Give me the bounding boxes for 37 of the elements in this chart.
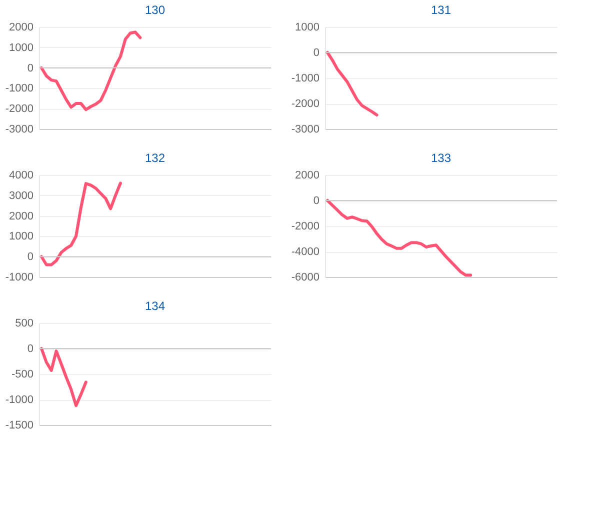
y-tick-label: -2000 — [5, 103, 34, 116]
y-tick-label: -4000 — [291, 246, 320, 258]
y-tick-label: 0 — [313, 195, 320, 207]
y-tick-label: 0 — [27, 343, 34, 355]
chart-title: 132 — [144, 151, 166, 165]
y-tick-label: 1000 — [295, 22, 320, 34]
y-tick-label: 2000 — [9, 22, 34, 34]
y-tick-label: 1000 — [9, 42, 34, 54]
y-tick-label: -3000 — [5, 124, 34, 136]
y-tick-label: -2000 — [291, 220, 320, 232]
chart-title: 130 — [144, 3, 166, 17]
y-tick-label: -1000 — [5, 82, 34, 95]
line-series — [40, 347, 88, 408]
y-tick-label: 2000 — [295, 170, 320, 182]
line-series — [326, 51, 378, 116]
y-tick-label: -500 — [11, 368, 34, 380]
y-tick-label: -1000 — [291, 72, 320, 84]
y-tick-label: -1000 — [5, 272, 34, 284]
y-tick-label: 4000 — [9, 170, 34, 182]
y-tick-label: -6000 — [291, 272, 320, 284]
y-tick-label: -3000 — [291, 124, 320, 136]
line-series — [40, 30, 142, 112]
chart-title: 134 — [144, 299, 166, 313]
y-tick-label: -1000 — [5, 394, 34, 406]
chart-title: 133 — [430, 151, 452, 165]
y-tick-label: -2000 — [291, 98, 320, 110]
line-series — [40, 182, 122, 266]
y-tick-label: 0 — [27, 251, 34, 264]
y-tick-label: 0 — [27, 62, 34, 74]
y-tick-label: -1500 — [5, 420, 34, 432]
y-tick-label: 3000 — [9, 190, 34, 202]
y-tick-label: 500 — [15, 318, 34, 330]
y-tick-label: 2000 — [9, 210, 34, 222]
y-tick-label: 1000 — [9, 230, 34, 243]
y-tick-label: 0 — [313, 47, 320, 59]
chart-title: 131 — [430, 3, 452, 17]
line-series — [326, 199, 472, 277]
